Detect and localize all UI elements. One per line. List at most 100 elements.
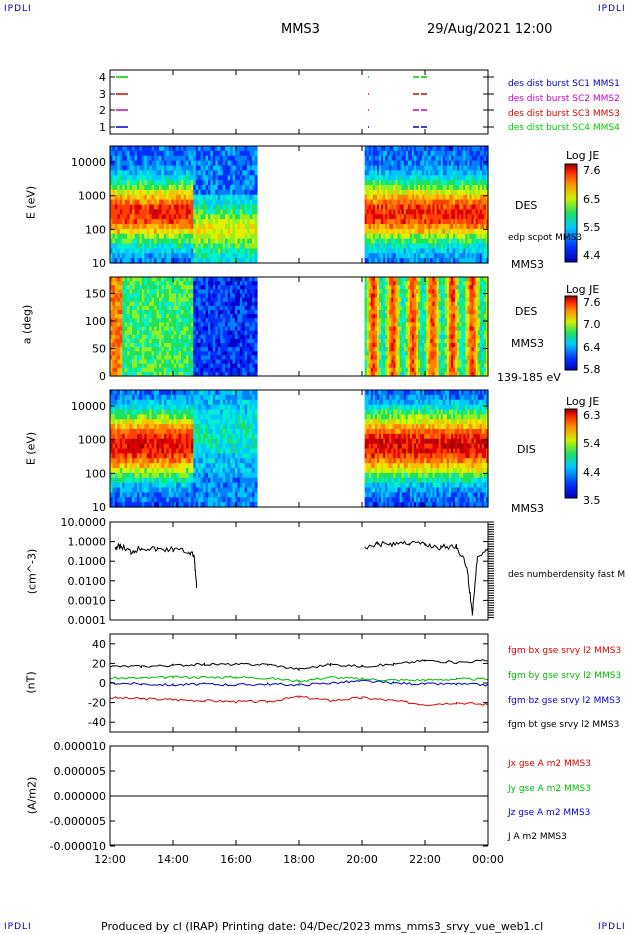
des-energy-cell	[149, 253, 153, 259]
des-energy-cell	[188, 185, 192, 191]
des-energy-cell	[134, 185, 138, 191]
des-energy-cell	[193, 185, 197, 191]
des-energy-cell	[254, 253, 258, 259]
des-energy-cell	[146, 189, 150, 196]
des-energy-cell	[119, 175, 123, 181]
des-energy-cell	[178, 248, 182, 254]
des-energy-cell	[127, 160, 131, 167]
des-energy-cell	[134, 189, 138, 196]
des-energy-cell	[114, 165, 118, 171]
des-energy-cell	[168, 258, 172, 264]
des-energy-cell	[254, 199, 258, 206]
des-energy-cell	[188, 204, 192, 210]
des-energy-cell	[146, 258, 150, 264]
des-energy-cell	[156, 146, 160, 152]
des-energy-cell	[190, 243, 194, 249]
des-energy-cell	[254, 233, 258, 240]
des-energy-cell	[134, 209, 138, 215]
des-energy-cell	[176, 150, 180, 157]
des-energy-cell	[161, 146, 165, 152]
des-energy-cell	[144, 204, 148, 210]
des-energy-cell	[190, 146, 194, 152]
des-energy-cell	[119, 228, 123, 235]
des-energy-cell	[119, 194, 123, 201]
des-energy-cell	[110, 204, 114, 210]
des-energy-cell	[154, 189, 158, 196]
des-energy-cell	[254, 228, 258, 235]
des-energy-cell	[136, 253, 140, 259]
des-energy-cell	[188, 170, 192, 176]
des-energy-cell	[117, 224, 121, 230]
des-energy-cell	[166, 214, 170, 220]
des-energy-cell	[193, 180, 197, 186]
des-energy-cell	[183, 253, 187, 259]
des-energy-cell	[181, 194, 185, 201]
des-energy-cell	[114, 199, 118, 206]
des-energy-cell	[144, 170, 148, 176]
des-energy-cell	[168, 180, 172, 186]
des-energy-cell	[146, 155, 150, 162]
des-energy-cell	[112, 170, 116, 176]
des-energy-cell	[132, 214, 136, 220]
des-energy-cell	[122, 175, 126, 181]
des-energy-cell	[117, 180, 121, 186]
des-energy-cell	[171, 150, 175, 157]
des-energy-cell	[139, 150, 143, 157]
des-energy-cell	[166, 150, 170, 157]
des-energy-cell	[188, 214, 192, 220]
des-energy-cell	[146, 194, 150, 201]
des-energy-cell	[185, 243, 189, 249]
des-pitch-cell	[254, 334, 258, 340]
des-energy-cell	[132, 253, 136, 259]
des-energy-cell	[254, 155, 258, 162]
des-energy-cell	[173, 258, 177, 264]
des-energy-cell	[166, 253, 170, 259]
des-energy-cell	[181, 219, 185, 225]
des-energy-cell	[185, 253, 189, 259]
des-energy-cell	[144, 185, 148, 191]
des-energy-cell	[171, 209, 175, 215]
des-energy-cell	[127, 185, 131, 191]
des-energy-cell	[127, 219, 131, 225]
des-energy-cell	[149, 170, 153, 176]
corner-label-top-right: IPDLI	[598, 4, 626, 14]
des-energy-cell	[139, 248, 143, 254]
des-energy-cell	[176, 248, 180, 254]
des-energy-cell	[161, 214, 165, 220]
des-energy-cell	[178, 185, 182, 191]
des-energy-cell	[149, 189, 153, 196]
des-energy-cell	[254, 204, 258, 210]
des-energy-cell	[166, 219, 170, 225]
des-energy-cell	[134, 233, 138, 240]
des-energy-cell	[112, 214, 116, 220]
des-energy-cell	[132, 189, 136, 196]
des-energy-cell	[139, 209, 143, 215]
des-energy-cell	[173, 214, 177, 220]
des-energy-cell	[181, 180, 185, 186]
des-energy-cell	[183, 214, 187, 220]
des-energy-cell	[146, 204, 150, 210]
des-energy-cell	[122, 194, 126, 201]
des-pitch-cell	[254, 322, 258, 328]
des-energy-cell	[112, 165, 116, 171]
des-energy-cell	[159, 160, 163, 167]
des-energy-cell	[173, 175, 177, 181]
des-energy-cell	[129, 204, 133, 210]
des-energy-cell	[183, 185, 187, 191]
des-pitch-cell	[254, 363, 258, 369]
des-energy-cell	[154, 155, 158, 162]
des-energy-cell	[114, 189, 118, 196]
des-energy-cell	[168, 185, 172, 191]
des-energy-cell	[146, 160, 150, 167]
des-energy-cell	[146, 214, 150, 220]
des-energy-cell	[119, 150, 123, 157]
des-energy-cell	[156, 150, 160, 157]
des-energy-cell	[163, 233, 167, 240]
des-energy-cell	[163, 170, 167, 176]
des-energy-cell	[132, 204, 136, 210]
des-energy-cell	[171, 233, 175, 240]
des-energy-cell	[176, 165, 180, 171]
des-energy-cell	[134, 194, 138, 201]
des-energy-cell	[134, 248, 138, 254]
des-energy-cell	[168, 224, 172, 230]
